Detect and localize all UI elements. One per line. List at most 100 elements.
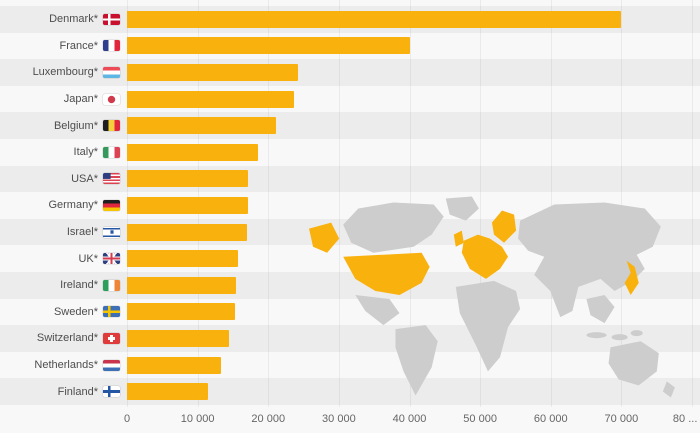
category-label-area: Luxembourg*	[0, 66, 127, 78]
country-label: Germany*	[48, 199, 98, 212]
category-label-area: Switzerland*	[0, 332, 127, 344]
category-label-area: USA*	[0, 173, 127, 185]
gridline	[692, 0, 693, 407]
flag-belgium-icon	[103, 120, 120, 132]
flag-ireland-icon	[103, 279, 120, 291]
indonesia-islands	[586, 332, 607, 339]
chart-row: Germany*	[0, 192, 700, 219]
bar[interactable]	[127, 276, 236, 294]
mexico-landmass	[355, 294, 400, 326]
category-label-area: Ireland*	[0, 279, 127, 291]
axis-tick-label: 80 ...	[672, 413, 698, 425]
chart-row: UK*	[0, 245, 700, 272]
country-label: France*	[59, 39, 98, 52]
plot-area	[127, 86, 692, 113]
category-label-area: Italy*	[0, 146, 127, 158]
flag-sweden-icon	[103, 306, 120, 318]
category-label-area: Denmark*	[0, 13, 127, 25]
bar[interactable]	[127, 383, 208, 401]
chart-row: France*	[0, 33, 700, 60]
chart-row: Italy*	[0, 139, 700, 166]
axis-tick-label: 30 000	[322, 413, 356, 425]
bar[interactable]	[127, 223, 248, 241]
plot-area	[127, 59, 692, 86]
flag-italy-icon	[103, 146, 120, 158]
bar[interactable]	[127, 117, 277, 135]
plot-area	[127, 272, 692, 299]
flag-israel-icon	[103, 226, 120, 238]
chart-rows: Denmark* France* Luxembourg* Japan*	[0, 6, 700, 405]
greenland-landmass	[445, 196, 479, 221]
scandinavia-highlight	[491, 210, 517, 243]
bar[interactable]	[127, 170, 249, 188]
southeast-asia-landmass	[586, 294, 615, 324]
bar[interactable]	[127, 37, 410, 55]
bar[interactable]	[127, 329, 229, 347]
plot-area	[127, 112, 692, 139]
axis-tick-label: 20 000	[251, 413, 286, 425]
flag-uk-icon	[103, 253, 120, 265]
country-label: Switzerland*	[36, 332, 98, 345]
chart-row: Netherlands*	[0, 352, 700, 379]
category-label-area: France*	[0, 40, 127, 52]
country-label: Israel*	[66, 226, 98, 239]
flag-japan-icon	[103, 93, 120, 105]
world-map-watermark	[309, 196, 675, 398]
bar[interactable]	[127, 143, 259, 161]
gridline	[268, 0, 270, 407]
axis-tick-label: 40 000	[392, 413, 427, 425]
usa-highlight	[343, 252, 430, 295]
category-label-area: Netherlands*	[0, 359, 127, 371]
flag-luxembourg-icon	[103, 66, 120, 78]
axis-tick-label: 60 000	[533, 413, 568, 425]
canada-landmass	[343, 202, 444, 253]
bar[interactable]	[127, 196, 248, 214]
bar[interactable]	[127, 90, 295, 108]
flag-france-icon	[103, 40, 120, 52]
category-label-area: Sweden*	[0, 306, 127, 318]
alaska-highlight	[309, 222, 340, 253]
flag-netherlands-icon	[103, 359, 120, 371]
flag-switzerland-icon	[103, 332, 120, 344]
chart-row: Japan*	[0, 86, 700, 113]
country-label: Finland*	[57, 385, 98, 398]
category-label-area: Japan*	[0, 93, 127, 105]
indonesia-islands	[630, 330, 643, 337]
country-label: USA*	[71, 172, 98, 185]
chart-row: USA*	[0, 166, 700, 193]
plot-area	[127, 6, 692, 33]
country-label: Belgium*	[53, 119, 98, 132]
chart-row: Luxembourg*	[0, 59, 700, 86]
category-label-area: Belgium*	[0, 120, 127, 132]
flag-germany-icon	[103, 199, 120, 211]
x-axis: 0 10 000 20 000 30 000 40 000 50 000 60 000 70 …	[124, 413, 697, 429]
japan-highlight	[624, 260, 639, 295]
bar[interactable]	[127, 303, 236, 321]
category-label-area: Israel*	[0, 226, 127, 238]
axis-tick-label: 10 000	[180, 413, 215, 425]
plot-area	[127, 139, 692, 166]
chart-row: Sweden*	[0, 299, 700, 326]
country-label: Denmark*	[49, 13, 98, 26]
country-label: Netherlands*	[34, 359, 98, 372]
chart-row: Israel*	[0, 219, 700, 246]
axis-tick-label: 50 000	[463, 413, 497, 425]
indonesia-islands	[611, 334, 628, 341]
gridline	[550, 0, 552, 407]
chart-row: Belgium*	[0, 112, 700, 139]
category-label-area: UK*	[0, 253, 127, 265]
bar[interactable]	[127, 250, 238, 268]
bar[interactable]	[127, 356, 221, 374]
plot-area	[127, 219, 692, 246]
bar[interactable]	[127, 10, 622, 28]
flag-finland-icon	[103, 386, 120, 398]
europe-highlight	[461, 234, 509, 279]
axis-tick-label: 70 000	[604, 413, 639, 425]
bar[interactable]	[127, 63, 298, 81]
country-label: Sweden*	[53, 305, 98, 318]
gridline	[338, 0, 340, 407]
category-label-area: Germany*	[0, 199, 127, 211]
australia-landmass	[608, 341, 659, 386]
chart-row: Switzerland*	[0, 325, 700, 352]
